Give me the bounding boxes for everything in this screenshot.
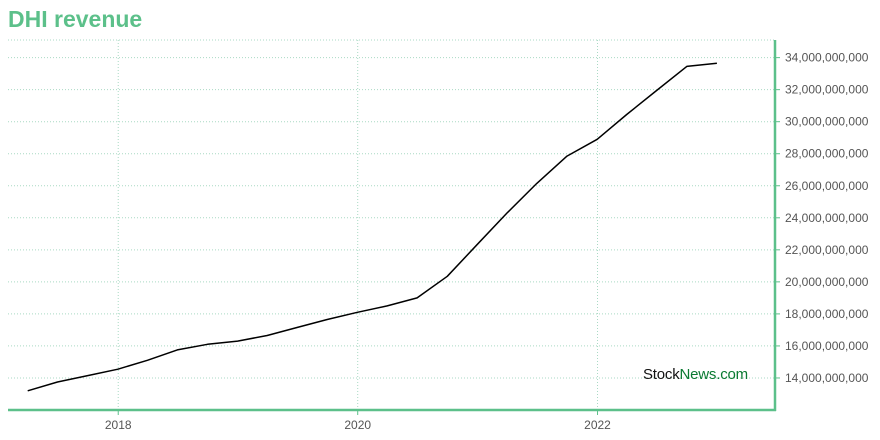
stocknews-watermark: StockNews.com (643, 366, 748, 383)
x-axis-ticks: 2018 2020 2022 (105, 410, 611, 432)
chart-series (27, 62, 717, 392)
y-tick-label: 20,000,000,000 (785, 275, 869, 289)
chart-title: DHI revenue (8, 6, 143, 32)
y-tick-label: 28,000,000,000 (785, 147, 869, 161)
y-tick-label: 30,000,000,000 (785, 115, 869, 129)
y-axis-ticks: 14,000,000,000 16,000,000,000 18,000,000,0… (775, 51, 869, 385)
watermark-part-stock: Stock (643, 366, 680, 383)
y-tick-label: 24,000,000,000 (785, 211, 869, 225)
chart-axes (8, 40, 777, 412)
x-tick-label: 2022 (584, 418, 611, 432)
y-tick-label: 16,000,000,000 (785, 339, 869, 353)
y-tick-label: 18,000,000,000 (785, 307, 869, 321)
x-tick-label: 2018 (105, 418, 132, 432)
y-tick-label: 34,000,000,000 (785, 51, 869, 65)
x-tick-label: 2020 (344, 418, 371, 432)
watermark-part-news: News.com (679, 366, 749, 383)
chart-grid (8, 39, 775, 410)
y-tick-label: 32,000,000,000 (785, 83, 869, 97)
series-line-revenue (27, 62, 717, 392)
y-tick-label: 22,000,000,000 (785, 243, 869, 257)
y-tick-label: 26,000,000,000 (785, 179, 869, 193)
y-tick-label: 14,000,000,000 (785, 371, 869, 385)
